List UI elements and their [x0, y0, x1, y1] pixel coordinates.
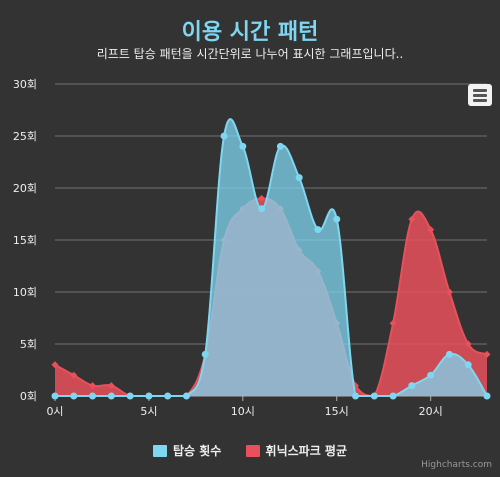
data-point-rides	[370, 392, 378, 400]
x-tick-label: 0시	[46, 405, 63, 418]
data-point-rides	[201, 350, 209, 358]
data-point-rides	[427, 371, 435, 379]
chart-title: 이용 시간 패턴	[181, 20, 319, 45]
data-point-rides	[164, 392, 172, 400]
y-tick-label: 20회	[13, 182, 37, 195]
y-tick-label: 30회	[13, 78, 37, 91]
data-point-park-average	[427, 226, 435, 234]
data-point-rides	[295, 174, 303, 182]
legend: 탑승 횟수 휘닉스파크 평균	[0, 442, 500, 459]
data-point-park-average	[483, 350, 491, 358]
legend-swatch-park-average	[245, 445, 260, 457]
hamburger-menu-icon	[473, 89, 487, 92]
series-area-rides	[55, 119, 487, 396]
y-tick-label: 25회	[13, 130, 37, 143]
data-point-rides	[107, 392, 115, 400]
y-tick-label: 15회	[13, 234, 37, 247]
legend-label-rides: 탑승 횟수	[173, 444, 222, 458]
x-tick-label: 10시	[231, 405, 255, 418]
data-point-park-average	[445, 288, 453, 296]
credits-link[interactable]: Highcharts.com	[421, 460, 492, 470]
data-point-rides	[464, 361, 472, 369]
data-point-park-average	[89, 382, 97, 390]
data-point-rides	[51, 392, 59, 400]
data-point-rides	[220, 132, 228, 140]
data-point-rides	[445, 350, 453, 358]
y-tick-label: 0회	[20, 390, 37, 403]
legend-label-park-average: 휘닉스파크 평균	[265, 444, 347, 458]
hamburger-menu-icon	[473, 94, 487, 97]
data-point-park-average	[70, 371, 78, 379]
y-tick-label: 5회	[20, 338, 37, 351]
data-point-park-average	[389, 319, 397, 327]
legend-swatch-rides	[153, 445, 167, 457]
data-point-rides	[314, 226, 322, 234]
data-point-rides	[239, 142, 247, 150]
data-point-park-average	[408, 215, 416, 223]
data-point-rides	[258, 205, 266, 213]
data-point-park-average	[464, 340, 472, 348]
data-point-rides	[89, 392, 97, 400]
data-point-park-average	[51, 361, 59, 369]
data-point-rides	[276, 142, 284, 150]
legend-item-park-average[interactable]: 휘닉스파크 평균	[245, 442, 347, 459]
chart-subtitle: 리프트 탑승 패턴을 시간단위로 나누어 표시한 그래프입니다..	[96, 47, 404, 61]
legend-item-rides[interactable]: 탑승 횟수	[153, 442, 221, 459]
x-tick-label: 5시	[140, 405, 157, 418]
data-point-rides	[352, 392, 360, 400]
data-point-rides	[408, 382, 416, 390]
data-point-rides	[333, 215, 341, 223]
data-point-rides	[126, 392, 134, 400]
data-point-rides	[182, 392, 190, 400]
x-tick-label: 15시	[325, 405, 349, 418]
hamburger-menu-icon	[473, 99, 487, 102]
data-point-park-average	[258, 194, 266, 202]
export-menu-button[interactable]	[468, 84, 492, 106]
y-tick-label: 10회	[13, 286, 37, 299]
data-point-park-average	[107, 382, 115, 390]
data-point-rides	[483, 392, 491, 400]
data-point-rides	[145, 392, 153, 400]
data-point-rides	[389, 392, 397, 400]
x-tick-label: 20시	[419, 405, 443, 418]
data-point-rides	[70, 392, 78, 400]
